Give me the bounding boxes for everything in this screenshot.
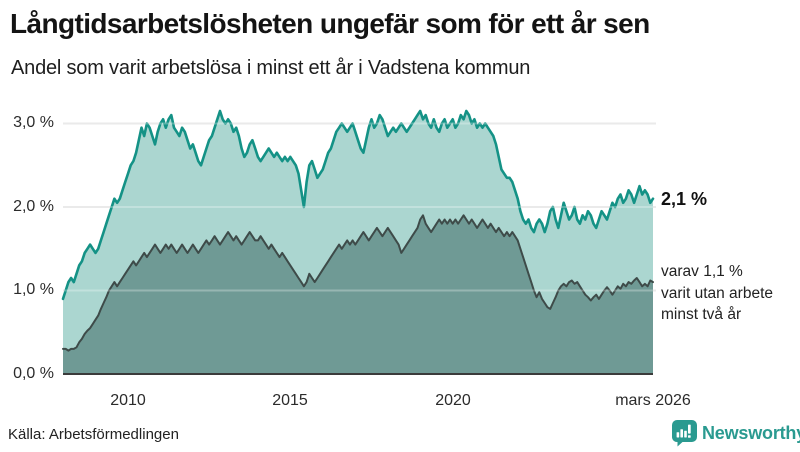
end-label-total: 2,1 % — [661, 189, 708, 209]
end-label-subset-line3: minst två år — [661, 306, 742, 323]
x-tick-2020: 2020 — [435, 392, 471, 409]
end-label-subset: varav 1,1 % varit utan arbete minst två … — [661, 261, 773, 326]
y-tick-3: 3,0 % — [13, 114, 54, 131]
end-label-subset-line2: varit utan arbete — [661, 284, 774, 302]
newsworthy-bubble-chart-icon — [671, 420, 697, 447]
x-tick-2015: 2015 — [272, 392, 308, 409]
source-attribution: Källa: Arbetsförmedlingen — [8, 426, 179, 443]
x-tick-2010: 2010 — [110, 392, 146, 409]
y-tick-2: 2,0 % — [13, 198, 54, 215]
x-tick-mars-2026: mars 2026 — [615, 392, 691, 409]
newsworthy-logo[interactable]: Newsworthy — [671, 420, 800, 447]
y-tick-0: 0,0 % — [13, 365, 54, 382]
y-tick-1: 1,0 % — [13, 281, 54, 298]
newsworthy-wordmark: Newsworthy — [702, 423, 800, 443]
page-title: Långtidsarbetslösheten ungefär som för e… — [10, 8, 650, 39]
page-subtitle: Andel som varit arbetslösa i minst ett å… — [11, 57, 531, 79]
end-label-subset-line1: varav 1,1 % — [661, 263, 743, 280]
